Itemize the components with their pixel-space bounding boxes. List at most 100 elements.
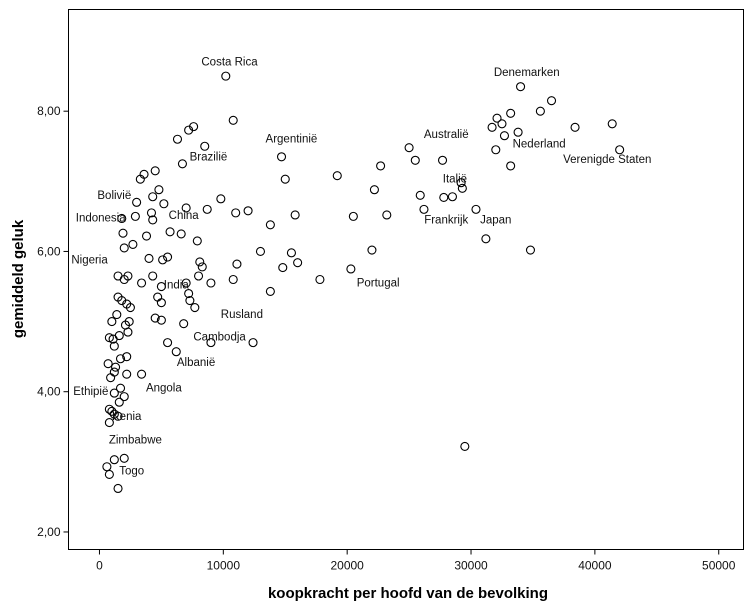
data-point — [123, 271, 133, 281]
data-point — [103, 359, 113, 369]
data-point — [159, 199, 169, 209]
point-label: Bolivië — [97, 190, 131, 202]
data-point — [181, 278, 191, 288]
data-point — [135, 174, 145, 184]
point-label: Argentinië — [266, 134, 318, 146]
data-point — [404, 143, 414, 153]
data-point — [346, 264, 356, 274]
data-point — [410, 155, 420, 165]
data-point — [265, 286, 275, 296]
data-point — [447, 192, 457, 202]
data-point — [231, 208, 241, 218]
point-label: Frankrijk — [424, 214, 468, 226]
data-point — [153, 292, 163, 302]
data-point — [276, 152, 287, 162]
data-point — [111, 362, 121, 372]
data-point — [457, 183, 467, 193]
data-point — [367, 245, 377, 255]
data-point — [118, 228, 128, 238]
point-label: Japan — [480, 214, 511, 226]
data-point — [109, 367, 119, 377]
data-point — [148, 271, 158, 281]
point-label: Nigeria — [71, 254, 108, 266]
point-label: Angola — [146, 383, 182, 395]
data-point — [176, 229, 186, 239]
data-point — [481, 234, 491, 244]
data-point — [499, 131, 510, 141]
x-tick-label: 30000 — [454, 559, 488, 573]
data-point — [369, 185, 379, 195]
data-point — [491, 145, 501, 155]
data-point — [171, 347, 181, 357]
point-label: Cambodja — [193, 332, 246, 344]
point-label: China — [169, 210, 200, 222]
data-point — [122, 369, 132, 379]
data-point — [158, 255, 168, 265]
data-point — [419, 204, 429, 214]
point-label: Indonesia — [76, 212, 126, 224]
y-axis-ticks: 2,00 4,00 6,00 8,00 — [37, 104, 69, 539]
y-tick-label: 4,00 — [37, 385, 61, 399]
point-label: Albanië — [177, 357, 215, 369]
data-point — [193, 271, 204, 281]
data-point — [516, 82, 526, 92]
point-labels: Costa Rica Denemarken Argentinië Australië N… — [71, 57, 651, 478]
data-point — [286, 248, 296, 258]
data-point — [202, 204, 212, 214]
data-point — [109, 455, 119, 465]
data-point — [104, 469, 114, 480]
data-point — [546, 96, 557, 106]
data-point — [471, 204, 481, 214]
data-point — [148, 192, 158, 202]
data-point — [348, 211, 358, 221]
data-point — [492, 113, 502, 123]
data-point — [172, 134, 183, 144]
data-point — [148, 215, 158, 225]
data-point — [265, 220, 275, 230]
data-point — [615, 145, 625, 155]
data-point — [104, 404, 114, 414]
data-point — [184, 288, 194, 299]
data-point — [119, 392, 129, 402]
data-point — [115, 354, 126, 364]
data-point — [124, 317, 134, 327]
data-point — [156, 315, 166, 325]
data-point — [163, 252, 173, 262]
y-axis-title: gemiddeld geluk — [10, 219, 27, 338]
point-label: Verenigde Staten — [563, 154, 651, 166]
data-point — [146, 208, 157, 218]
data-point — [109, 388, 119, 398]
data-point — [376, 161, 386, 171]
data-point — [144, 253, 154, 264]
x-axis-title: koopkracht per hoofd van de bevolking — [268, 585, 548, 602]
data-point — [102, 462, 112, 472]
data-point — [206, 338, 216, 348]
point-label: Kenia — [112, 411, 142, 423]
data-point — [255, 246, 266, 256]
data-point — [141, 231, 152, 241]
data-point — [332, 171, 342, 181]
data-point — [154, 185, 164, 195]
data-point — [216, 194, 226, 204]
data-point — [228, 115, 238, 125]
data-point — [278, 263, 288, 273]
data-point — [125, 303, 135, 313]
point-label: Australië — [424, 129, 469, 141]
point-label: India — [164, 280, 190, 292]
x-tick-label: 50000 — [702, 559, 736, 573]
data-point — [163, 338, 173, 348]
data-point — [137, 369, 147, 379]
data-point — [315, 274, 325, 285]
data-point — [184, 125, 194, 135]
data-point — [192, 236, 202, 246]
data-point — [487, 122, 497, 132]
data-point — [114, 331, 124, 341]
data-point — [179, 319, 189, 329]
x-tick-label: 0 — [96, 559, 103, 573]
plot-frame — [68, 9, 744, 550]
data-point — [106, 373, 116, 383]
x-tick-label: 20000 — [330, 559, 364, 573]
data-point — [206, 278, 216, 288]
data-point — [185, 295, 195, 306]
y-tick-label: 6,00 — [37, 244, 61, 258]
